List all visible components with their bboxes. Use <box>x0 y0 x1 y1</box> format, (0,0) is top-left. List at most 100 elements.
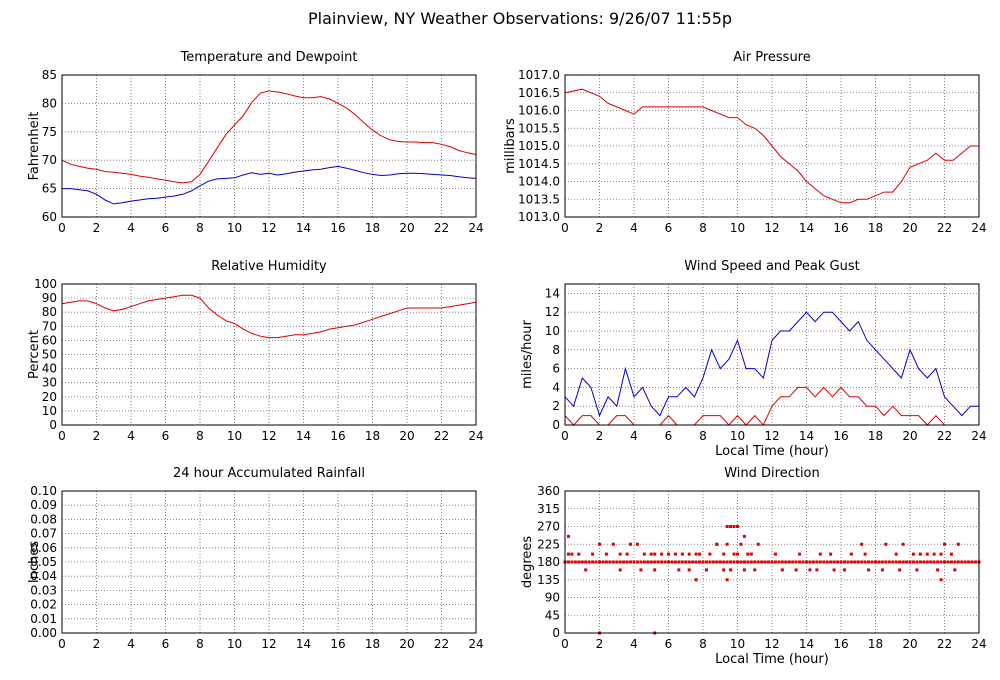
data-point <box>884 560 888 564</box>
page-title: Plainview, NY Weather Observations: 9/26… <box>308 9 732 28</box>
data-point <box>598 542 601 546</box>
y-tick-label: 1015.0 <box>518 139 560 153</box>
x-tick-label: 6 <box>665 637 673 651</box>
data-point <box>739 542 743 546</box>
x-tick-label: 24 <box>468 637 483 651</box>
y-tick-label: 0.06 <box>30 541 57 555</box>
data-point <box>832 568 836 572</box>
data-point <box>832 560 836 564</box>
data-point <box>660 560 664 564</box>
x-tick-label: 4 <box>127 221 135 235</box>
data-point <box>660 552 664 556</box>
y-tick-label: 2 <box>552 399 560 413</box>
data-point <box>901 560 905 564</box>
y-tick-label: 0 <box>552 418 560 432</box>
data-point <box>570 560 574 564</box>
data-point <box>635 560 639 564</box>
x-tick-label: 10 <box>730 221 745 235</box>
data-point <box>739 560 743 564</box>
data-point <box>584 568 588 572</box>
data-point <box>967 560 971 564</box>
x-tick-label: 2 <box>596 637 604 651</box>
y-tick-label: 12 <box>545 305 560 319</box>
plot-frame <box>61 283 477 426</box>
data-point <box>936 560 940 564</box>
x-tick-label: 12 <box>261 221 276 235</box>
data-point <box>860 560 864 564</box>
data-point <box>722 568 726 572</box>
data-point <box>722 560 726 564</box>
x-tick-label: 18 <box>365 637 380 651</box>
data-point <box>798 552 802 556</box>
x-tick-label: 8 <box>699 429 707 443</box>
data-point <box>911 552 915 556</box>
data-point <box>815 568 819 572</box>
data-point <box>725 560 729 564</box>
x-tick-label: 18 <box>365 221 380 235</box>
x-tick-label: 4 <box>630 429 638 443</box>
x-tick-label: 0 <box>561 221 569 235</box>
data-point <box>711 560 715 564</box>
data-point <box>853 560 857 564</box>
y-tick-label: 80 <box>42 96 57 110</box>
y-tick-label: 1013.0 <box>518 210 560 224</box>
x-tick-label: 6 <box>162 221 170 235</box>
data-point <box>867 560 871 564</box>
y-tick-label: 360 <box>537 484 560 498</box>
x-tick-label: 8 <box>196 221 204 235</box>
data-point <box>815 560 819 564</box>
data-point <box>818 552 822 556</box>
x-tick-label: 24 <box>468 429 483 443</box>
y-tick-label: 0.07 <box>30 527 57 541</box>
data-point <box>656 560 660 564</box>
data-point <box>677 560 681 564</box>
y-tick-label: 225 <box>537 537 560 551</box>
data-point <box>891 560 895 564</box>
y-tick-label: 0.00 <box>30 626 57 640</box>
data-point <box>829 552 833 556</box>
data-point <box>822 560 826 564</box>
y-tick-label: 70 <box>42 153 57 167</box>
series-line-0 <box>564 88 979 204</box>
x-tick-label: 0 <box>58 429 66 443</box>
y-tick-label: 4 <box>552 380 560 394</box>
y-axis-label: millibars <box>503 118 518 174</box>
data-point <box>587 560 591 564</box>
data-point <box>591 552 595 556</box>
y-tick-label: 30 <box>42 376 57 390</box>
data-point <box>746 552 750 556</box>
data-point <box>849 552 853 556</box>
data-point <box>694 552 698 556</box>
data-point <box>949 552 953 556</box>
data-point <box>618 568 622 572</box>
data-point <box>753 568 757 572</box>
x-tick-label: 20 <box>902 221 917 235</box>
data-point <box>725 578 729 582</box>
x-tick-label: 8 <box>699 637 707 651</box>
x-axis-label: Local Time (hour) <box>715 652 829 667</box>
series-line-0 <box>61 294 477 339</box>
x-tick-label: 0 <box>58 637 66 651</box>
x-tick-label: 10 <box>730 429 745 443</box>
x-tick-label: 22 <box>434 429 449 443</box>
data-point <box>673 560 677 564</box>
data-point <box>946 560 950 564</box>
data-point <box>829 560 833 564</box>
data-point <box>649 560 653 564</box>
series-line-0 <box>564 311 979 418</box>
data-point <box>742 560 746 564</box>
data-point <box>598 560 601 564</box>
data-point <box>749 552 753 556</box>
data-point <box>911 560 915 564</box>
data-point <box>663 560 667 564</box>
chart-title: 24 hour Accumulated Rainfall <box>173 466 365 481</box>
x-tick-label: 0 <box>561 637 569 651</box>
data-point <box>667 560 670 564</box>
plot-frame <box>61 74 477 218</box>
y-tick-label: 0.01 <box>30 612 57 626</box>
data-point <box>811 560 815 564</box>
x-tick-label: 20 <box>399 221 414 235</box>
chart-direction: 0 2 4 6 8 10 12 14 16 18 20 22 240459013518022527031… <box>520 466 987 667</box>
plot-frame <box>564 74 980 218</box>
